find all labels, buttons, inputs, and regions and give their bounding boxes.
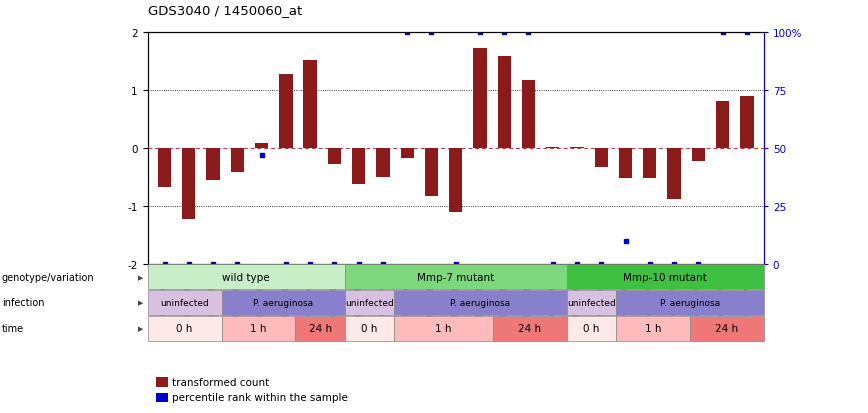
Bar	[643, 149, 656, 179]
Text: ▶: ▶	[138, 274, 143, 280]
Text: uninfected: uninfected	[161, 298, 209, 307]
Bar	[619, 149, 632, 179]
Bar	[497, 57, 511, 149]
Bar	[740, 97, 753, 149]
Bar	[473, 49, 487, 149]
Bar	[449, 149, 463, 212]
Text: Mmp-7 mutant: Mmp-7 mutant	[418, 272, 494, 282]
Text: P. aeruginosa: P. aeruginosa	[450, 298, 510, 307]
Bar	[522, 81, 536, 149]
Text: genotype/variation: genotype/variation	[2, 272, 95, 282]
Text: transformed count: transformed count	[172, 377, 269, 387]
Text: 24 h: 24 h	[308, 323, 332, 333]
Bar	[207, 149, 220, 180]
Text: 0 h: 0 h	[583, 323, 600, 333]
Text: infection: infection	[2, 298, 44, 308]
Bar	[692, 149, 705, 161]
Text: 1 h: 1 h	[645, 323, 661, 333]
Bar	[546, 147, 559, 149]
Text: 1 h: 1 h	[250, 323, 266, 333]
Bar	[158, 149, 171, 188]
Text: percentile rank within the sample: percentile rank within the sample	[172, 392, 348, 402]
Text: Mmp-10 mutant: Mmp-10 mutant	[623, 272, 707, 282]
Bar	[376, 149, 390, 178]
Text: wild type: wild type	[222, 272, 270, 282]
Bar	[231, 149, 244, 173]
Bar	[595, 149, 608, 167]
Bar	[400, 149, 414, 159]
Text: 0 h: 0 h	[176, 323, 193, 333]
Text: uninfected: uninfected	[567, 298, 615, 307]
Text: P. aeruginosa: P. aeruginosa	[253, 298, 313, 307]
Text: uninfected: uninfected	[345, 298, 394, 307]
Text: 0 h: 0 h	[361, 323, 378, 333]
Text: P. aeruginosa: P. aeruginosa	[660, 298, 720, 307]
Text: 24 h: 24 h	[518, 323, 542, 333]
Bar	[424, 149, 438, 196]
Text: GDS3040 / 1450060_at: GDS3040 / 1450060_at	[148, 4, 302, 17]
Bar	[182, 149, 195, 219]
Bar	[570, 147, 583, 149]
Bar	[667, 149, 681, 199]
Text: ▶: ▶	[138, 325, 143, 331]
Bar	[304, 61, 317, 149]
Bar	[716, 101, 729, 149]
Bar	[352, 149, 365, 185]
Text: 24 h: 24 h	[715, 323, 739, 333]
Bar	[328, 149, 341, 165]
Bar	[279, 75, 293, 149]
Text: 1 h: 1 h	[435, 323, 451, 333]
Text: time: time	[2, 323, 23, 333]
Bar	[255, 144, 268, 149]
Text: ▶: ▶	[138, 300, 143, 306]
